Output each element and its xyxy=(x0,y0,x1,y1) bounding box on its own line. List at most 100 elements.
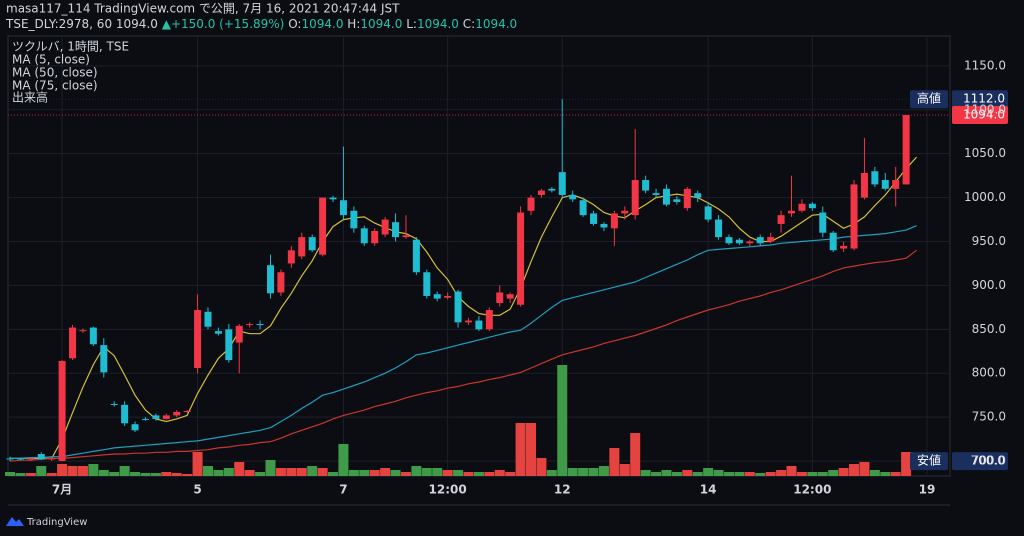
price-badge-label: 1094.0 xyxy=(963,108,1005,122)
volume-bar xyxy=(442,470,453,476)
candle-body xyxy=(662,188,670,205)
volume-bar xyxy=(275,468,286,476)
candle-body xyxy=(871,171,879,185)
candle-body xyxy=(381,219,389,235)
volume-bar xyxy=(223,468,234,476)
volume-bar xyxy=(234,462,245,476)
volume-bar xyxy=(880,472,891,476)
candle-body xyxy=(183,411,191,413)
price: 1094.0 xyxy=(116,17,158,31)
candle-body xyxy=(6,458,14,460)
candle-body xyxy=(746,241,754,244)
candle-layer xyxy=(6,99,910,462)
candle-body xyxy=(610,213,618,229)
candle-body xyxy=(89,327,97,345)
l-value: 1094.0 xyxy=(417,17,459,31)
candle-body xyxy=(850,184,858,249)
badge-name-box xyxy=(910,90,948,109)
volume-bar xyxy=(640,470,651,476)
volume-bar xyxy=(453,470,464,476)
symbol: TSE_DLY:2978, 60 xyxy=(5,17,112,31)
volume-bar xyxy=(328,472,339,476)
volume-bar xyxy=(505,472,516,476)
x-tick-label: 12:00 xyxy=(429,483,467,497)
candle-body xyxy=(881,180,889,189)
candle-body xyxy=(131,424,139,431)
volume-bar xyxy=(119,466,130,476)
volume-bar xyxy=(609,448,620,476)
candle-body xyxy=(485,310,493,330)
ma-line xyxy=(10,156,917,459)
volume-bar xyxy=(838,468,849,476)
candle-body xyxy=(141,418,149,420)
volume-bar xyxy=(828,470,839,476)
candle-body xyxy=(683,188,691,209)
volume-bar xyxy=(25,473,36,476)
y-tick-label: 750.0 xyxy=(972,410,1006,424)
candle-body xyxy=(548,188,556,191)
volume-bar xyxy=(567,468,578,476)
o-label: O: xyxy=(288,17,301,31)
candle-body xyxy=(777,215,785,224)
ma-layer xyxy=(9,156,917,462)
candle-body xyxy=(267,265,274,294)
candle-body xyxy=(496,292,504,303)
l-label: L: xyxy=(406,17,417,31)
volume-bar xyxy=(296,468,307,476)
header-line: masa117_114 TradingView.com で公開, 7月 16, … xyxy=(6,2,400,16)
volume-bar xyxy=(661,470,672,476)
y-tick-label: 1050.0 xyxy=(964,146,1006,160)
volume-bar xyxy=(150,473,161,476)
candle-body xyxy=(506,294,514,299)
candle-body xyxy=(360,228,368,244)
candle-body xyxy=(694,193,702,198)
candle-body xyxy=(392,222,400,238)
volume-bar xyxy=(588,468,599,476)
c-label: C: xyxy=(463,17,475,31)
volume-bar xyxy=(390,470,401,476)
logo[interactable]: TradingView xyxy=(6,517,87,528)
candle-body xyxy=(558,172,566,195)
y-tick-label: 700.0 xyxy=(972,454,1006,468)
x-tick-label: 7月 xyxy=(52,483,72,497)
candle-body xyxy=(277,272,285,293)
volume-bar xyxy=(161,472,172,476)
y-tick-label: 1150.0 xyxy=(964,58,1006,72)
candle-body xyxy=(569,194,577,200)
candle-body xyxy=(287,250,295,264)
candle-body xyxy=(829,232,837,251)
volume-bar xyxy=(817,472,828,476)
volume-bar xyxy=(255,472,266,476)
volume-bar xyxy=(77,466,88,476)
volume-bar xyxy=(578,468,589,476)
candle-body xyxy=(454,291,462,323)
candle-body xyxy=(704,206,712,220)
candle-body xyxy=(235,325,243,343)
candle-body xyxy=(590,213,598,224)
candle-body xyxy=(735,239,743,244)
candle-body xyxy=(27,458,35,460)
grid-layer xyxy=(8,36,950,476)
volume-bar xyxy=(557,365,568,476)
logo-icon xyxy=(6,517,24,526)
candle-body xyxy=(621,210,629,214)
legend-entry: MA (75, close) xyxy=(12,79,98,93)
volume-bar xyxy=(348,470,359,476)
volume-bar xyxy=(807,472,818,476)
candle-body xyxy=(194,310,202,368)
volume-bar xyxy=(890,472,901,476)
x-tick-label: 19 xyxy=(919,483,936,497)
volume-bar xyxy=(57,464,68,476)
volume-bar xyxy=(307,466,318,476)
volume-bar xyxy=(734,472,745,476)
h-value: 1094.0 xyxy=(360,17,402,31)
candle-body xyxy=(642,180,650,191)
candle-body xyxy=(16,458,24,460)
price-badge-label: 700.0 xyxy=(971,454,1005,468)
volume-bar xyxy=(713,470,724,476)
candle-body xyxy=(225,329,233,361)
badge-name: 高値 xyxy=(917,91,941,106)
volume-bar xyxy=(5,472,15,476)
change: ▲+150.0 (+15.89%) xyxy=(162,17,285,31)
